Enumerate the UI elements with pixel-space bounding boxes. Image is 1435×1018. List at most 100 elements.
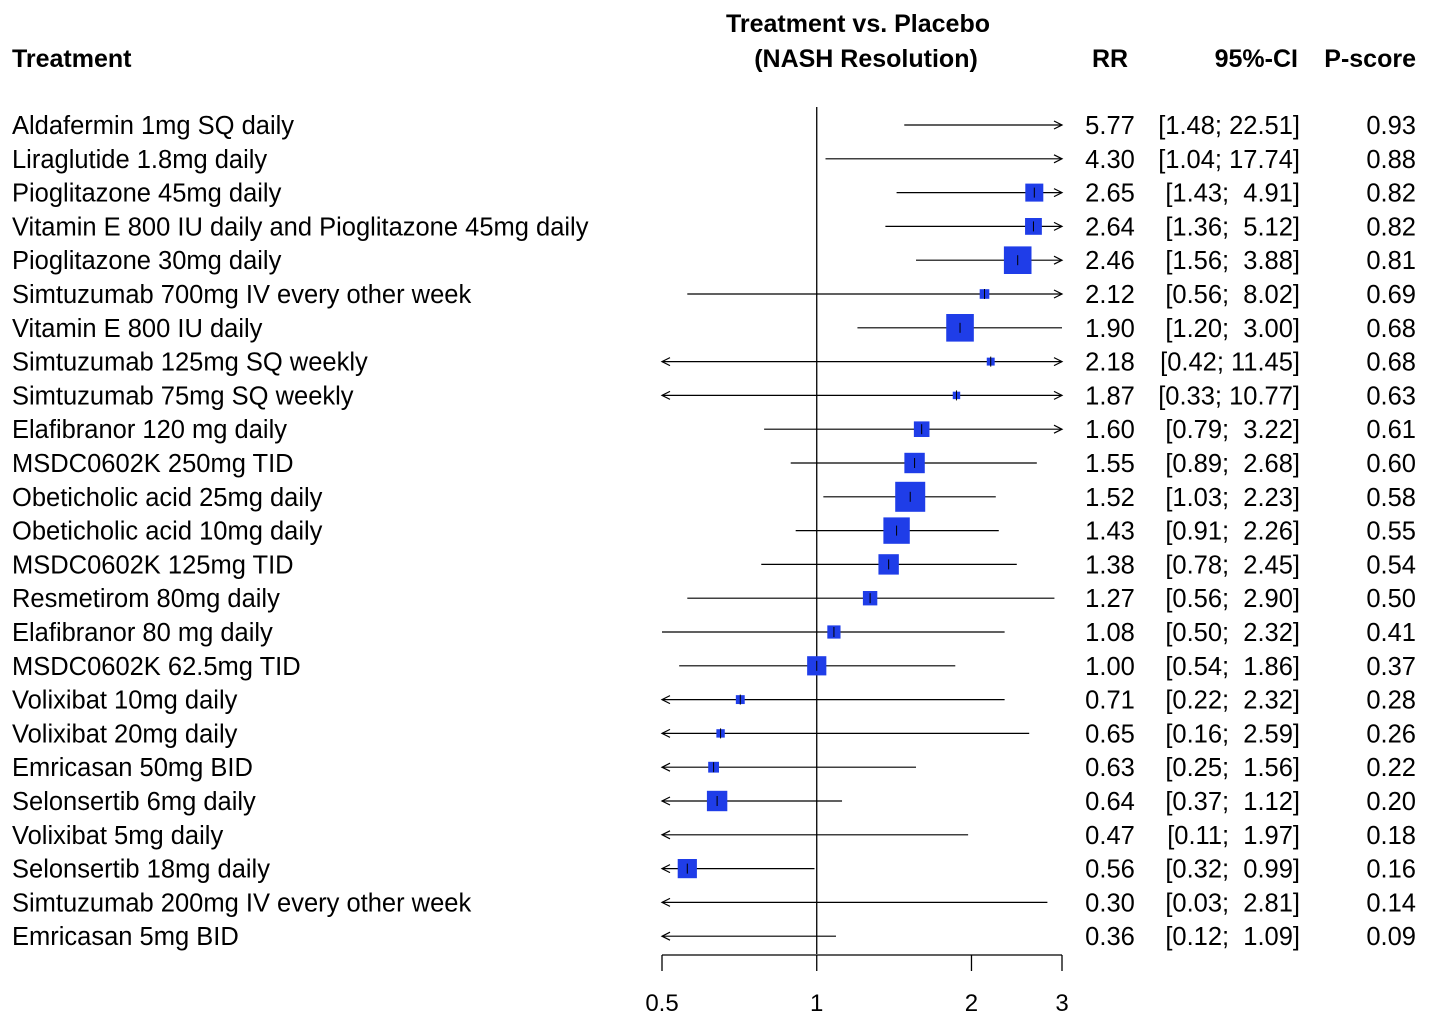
rr-value: 1.90 [1085,315,1135,343]
ci-value: [0.32; 0.99] [1165,856,1300,884]
forest-row: Obeticholic acid 25mg daily 1.52 [1.03; 2.… [12,481,1416,512]
rr-value: 0.63 [1085,754,1135,782]
forest-row: MSDC0602K 125mg TID 1.38 [0.78; 2.45] 0.54 [12,551,1416,579]
ci-value: [1.36; 5.12] [1165,213,1300,241]
pscore-value: 0.58 [1366,484,1416,512]
treatment-label: Selonsertib 6mg daily [12,788,256,816]
ci-left-arrow [660,796,671,806]
treatment-label: Simtuzumab 700mg IV every other week [12,281,471,309]
ci-left-arrow [660,830,671,840]
rr-value: 2.46 [1085,247,1135,275]
ci-left-arrow [660,762,671,772]
forest-row: MSDC0602K 250mg TID 1.55 [0.89; 2.68] 0.60 [12,450,1416,478]
pscore-value: 0.81 [1366,247,1416,275]
treatment-label: MSDC0602K 62.5mg TID [12,653,301,681]
forest-row: Emricasan 50mg BID 0.63 [0.25; 1.56] 0.22 [12,754,1416,782]
forest-row: Resmetirom 80mg daily 1.27 [0.56; 2.90] 0.5… [12,585,1416,613]
forest-row: Volixibat 20mg daily 0.65 [0.16; 2.59] 0.26 [12,720,1416,748]
rr-value: 1.52 [1085,484,1135,512]
column-header-treatment: Treatment [12,45,132,73]
ci-value: [1.56; 3.88] [1165,247,1300,275]
pscore-value: 0.68 [1366,349,1416,377]
forest-row: Volixibat 10mg daily 0.71 [0.22; 2.32] 0.28 [12,687,1416,715]
ci-value: [0.12; 1.09] [1165,923,1300,951]
rr-value: 5.77 [1085,112,1135,140]
column-header-pscore: P-score [1324,45,1416,73]
treatment-label: Vitamin E 800 IU daily and Pioglitazone … [12,213,589,241]
rr-value: 0.65 [1085,720,1135,748]
treatment-label: Selonsertib 18mg daily [12,856,270,884]
forest-row: Pioglitazone 30mg daily 2.46 [1.56; 3.88] 0… [12,246,1416,275]
pscore-value: 0.61 [1366,416,1416,444]
treatment-label: Vitamin E 800 IU daily [12,315,263,343]
treatment-label: Emricasan 5mg BID [12,923,239,951]
forest-row: Simtuzumab 125mg SQ weekly 2.18 [0.42; 11.… [12,349,1416,377]
treatment-label: Obeticholic acid 25mg daily [12,484,323,512]
ci-value: [0.50; 2.32] [1165,619,1300,647]
forest-row: Elafibranor 80 mg daily 1.08 [0.50; 2.32] 0… [12,619,1416,647]
ci-value: [1.04; 17.74] [1158,146,1300,174]
forest-row: Obeticholic acid 10mg daily 1.43 [0.91; 2.… [12,517,1416,546]
pscore-value: 0.55 [1366,518,1416,546]
ci-value: [1.48; 22.51] [1158,112,1300,140]
chart-header: Treatment Treatment vs. Placebo (NASH Re… [12,10,1416,73]
forest-row: Vitamin E 800 IU daily 1.90 [1.20; 3.00] 0.… [12,314,1416,343]
rr-value: 2.18 [1085,349,1135,377]
rr-value: 1.00 [1085,653,1135,681]
rr-value: 0.36 [1085,923,1135,951]
pscore-value: 0.93 [1366,112,1416,140]
ci-left-arrow [660,390,671,400]
pscore-value: 0.88 [1366,146,1416,174]
treatment-label: Volixibat 20mg daily [12,720,238,748]
treatment-label: Pioglitazone 30mg daily [12,247,282,275]
pscore-value: 0.22 [1366,754,1416,782]
ci-value: [0.56; 8.02] [1165,281,1300,309]
pscore-value: 0.68 [1366,315,1416,343]
pscore-value: 0.60 [1366,450,1416,478]
ci-left-arrow [660,695,671,705]
pscore-value: 0.18 [1366,822,1416,850]
rr-value: 4.30 [1085,146,1135,174]
forest-row: Simtuzumab 200mg IV every other week 0.30… [12,889,1416,917]
ci-right-arrow [1053,154,1064,164]
pscore-value: 0.54 [1366,551,1416,579]
forest-row: MSDC0602K 62.5mg TID 1.00 [0.54; 1.86] 0.37 [12,653,1416,681]
forest-row: Selonsertib 18mg daily 0.56 [0.32; 0.99] 0.… [12,856,1416,884]
ci-left-arrow [660,931,671,941]
ci-right-arrow [1053,390,1064,400]
ci-value: [0.37; 1.12] [1165,788,1300,816]
ci-value: [0.25; 1.56] [1165,754,1300,782]
rr-value: 2.65 [1085,180,1135,208]
chart-title-line-2: (NASH Resolution) [754,45,978,73]
rr-value: 1.55 [1085,450,1135,478]
pscore-value: 0.37 [1366,653,1416,681]
pscore-value: 0.14 [1366,889,1416,917]
ci-left-arrow [660,864,671,874]
rr-value: 0.71 [1085,687,1135,715]
ci-value: [1.03; 2.23] [1165,484,1300,512]
pscore-value: 0.82 [1366,180,1416,208]
treatment-label: Obeticholic acid 10mg daily [12,518,323,546]
ci-value: [0.91; 2.26] [1165,518,1300,546]
forest-row: Elafibranor 120 mg daily 1.60 [0.79; 3.22]… [12,416,1416,444]
treatment-label: Resmetirom 80mg daily [12,585,280,613]
ci-left-arrow [660,357,671,367]
pscore-value: 0.16 [1366,856,1416,884]
column-header-ci: 95%-CI [1215,45,1298,73]
rr-value: 0.64 [1085,788,1135,816]
rr-value: 1.60 [1085,416,1135,444]
ci-value: [0.78; 2.45] [1165,551,1300,579]
ci-value: [0.11; 1.97] [1167,822,1300,850]
chart-title-line-1: Treatment vs. Placebo [726,10,990,38]
x-tick-label: 0.5 [645,990,678,1017]
pscore-value: 0.69 [1366,281,1416,309]
pscore-value: 0.09 [1366,923,1416,951]
ci-right-arrow [1053,120,1064,130]
treatment-label: Elafibranor 120 mg daily [12,416,287,444]
pscore-value: 0.82 [1366,213,1416,241]
treatment-label: Volixibat 10mg daily [12,687,238,715]
rr-value: 2.12 [1085,281,1135,309]
column-header-rr: RR [1092,45,1128,73]
ci-left-arrow [660,897,671,907]
forest-rows: Aldafermin 1mg SQ daily 5.77 [1.48; 22.51]… [12,112,1416,951]
